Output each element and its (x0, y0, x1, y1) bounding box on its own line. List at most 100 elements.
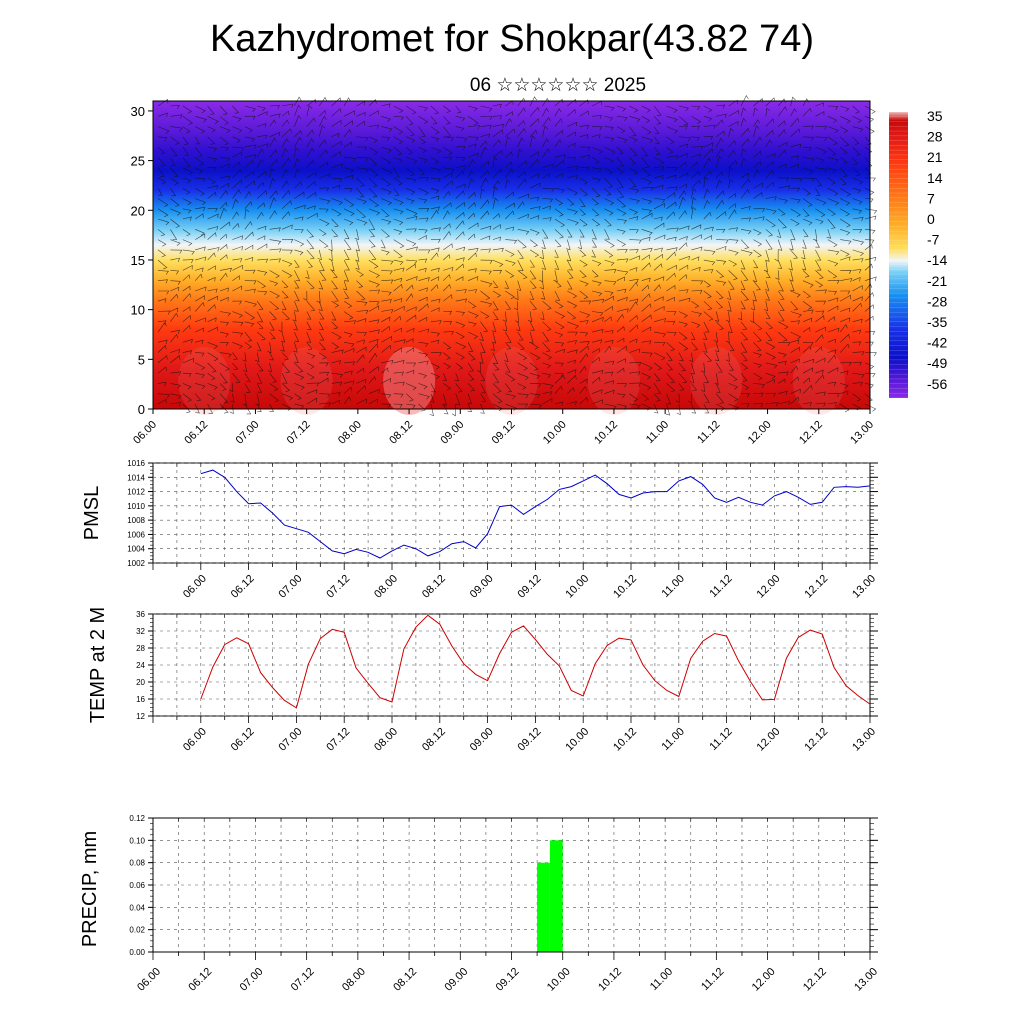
wind-barb (691, 153, 701, 159)
wind-barb (802, 377, 811, 384)
wind-barb (331, 311, 337, 321)
wind-barb (405, 293, 414, 302)
wind-barb (815, 280, 824, 288)
wind-barb (182, 315, 192, 323)
wind-barb (827, 316, 836, 323)
wind-barb (654, 247, 663, 252)
wind-barb (516, 321, 521, 332)
wind-barb (504, 352, 509, 363)
wind-barb (195, 256, 207, 261)
wind-barb (468, 321, 477, 327)
wind-barb (840, 218, 851, 228)
wind-barb (616, 198, 627, 208)
wind-barb (293, 321, 298, 331)
wind-barb (319, 362, 329, 367)
wind-barb (815, 136, 828, 142)
wind-barb (703, 142, 714, 148)
wind-barb (716, 245, 727, 251)
wind-barb (467, 233, 476, 240)
wind-barb (716, 104, 726, 109)
wind-barb (790, 396, 800, 405)
wind-barb (343, 208, 355, 217)
wind-barb (281, 148, 288, 158)
wind-barb (753, 352, 762, 358)
y-tick-label: 10 (131, 303, 145, 318)
wind-barb (182, 324, 191, 333)
wind-barb (827, 259, 839, 267)
colorbar-label: -14 (927, 252, 947, 268)
wind-barb (765, 196, 777, 201)
wind-barb (393, 188, 400, 196)
wind-barb (517, 137, 525, 148)
wind-barb (864, 372, 876, 378)
wind-barb (700, 362, 706, 373)
wind-barb (505, 161, 513, 168)
wind-barb (368, 376, 377, 384)
wind-barb (244, 321, 255, 327)
wind-barb (319, 173, 331, 179)
wind-barb (529, 129, 538, 137)
wind-barb (666, 362, 673, 371)
wind-barb (157, 239, 167, 247)
wind-barb (554, 385, 563, 394)
wind-barb (292, 311, 297, 322)
wind-barb (616, 367, 625, 374)
wind-barb (505, 362, 511, 373)
wind-barb (678, 373, 688, 384)
surface-warm-cell (383, 347, 436, 415)
wind-barb (219, 221, 231, 230)
wind-barb (802, 402, 812, 407)
wind-barb (281, 138, 289, 148)
wind-barb (554, 239, 562, 248)
wind-barb (468, 136, 479, 141)
wind-barb (790, 218, 800, 226)
wind-barb (455, 362, 463, 370)
wind-barb (381, 126, 393, 133)
wind-barb (691, 246, 703, 251)
wind-barb (232, 151, 242, 158)
wind-barb (514, 290, 519, 301)
wind-barb (443, 116, 451, 125)
wind-barb (157, 126, 170, 134)
wind-barb (753, 239, 762, 247)
wind-barb (678, 143, 689, 149)
wind-barb (604, 136, 615, 143)
wind-barb (368, 198, 379, 208)
wind-barb (294, 191, 305, 199)
wind-barb (541, 239, 546, 250)
wind-barb (157, 136, 168, 142)
wind-barb (517, 178, 527, 189)
wind-barb (827, 367, 839, 374)
wind-barb (451, 403, 456, 417)
wind-barb (529, 118, 540, 127)
wind-barb (852, 296, 863, 302)
wind-barb (182, 187, 191, 195)
wind-barb (616, 345, 627, 353)
wind-barb (269, 258, 281, 263)
wind-barb (319, 239, 329, 248)
wind-barb (194, 136, 201, 145)
wind-barb (306, 280, 315, 290)
x-tick-label: 10.12 (611, 726, 639, 754)
wind-barb (777, 259, 783, 269)
wind-barb (592, 167, 602, 173)
wind-barb (281, 103, 294, 108)
wind-barb (567, 98, 577, 107)
wind-barb (430, 307, 440, 312)
wind-barb (257, 143, 269, 148)
wind-barb (455, 183, 466, 189)
wind-barb (740, 331, 749, 341)
x-tick-label: 12.00 (755, 726, 783, 754)
wind-barb (480, 116, 493, 121)
wind-barb (629, 198, 640, 204)
wind-barb (331, 342, 340, 350)
wind-barb (591, 229, 597, 240)
wind-barb (728, 393, 739, 402)
wind-barb (219, 201, 228, 210)
wind-barb (170, 167, 179, 178)
wind-barb (641, 167, 651, 177)
wind-barb (592, 177, 601, 183)
wind-barb (516, 280, 522, 291)
wind-barb (678, 289, 689, 294)
wind-barb (368, 157, 378, 166)
